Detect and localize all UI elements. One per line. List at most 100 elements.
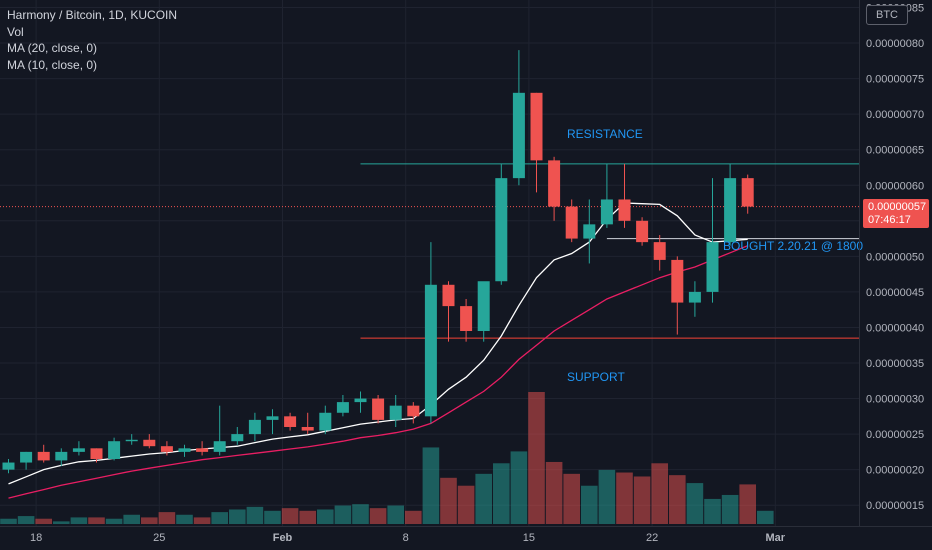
volume-bar xyxy=(264,510,281,524)
candle-body xyxy=(372,398,385,420)
candle-up xyxy=(688,281,701,317)
volume-bar xyxy=(299,510,316,524)
volume-bar xyxy=(633,476,651,524)
annotations: RESISTANCE SUPPORT BOUGHT 2.20.21 @ 1800 xyxy=(567,127,863,384)
candles xyxy=(2,50,754,474)
time-axis[interactable]: 18 25 Feb 8 15 22 Mar xyxy=(0,526,932,545)
candle-body xyxy=(512,92,525,179)
candle-up xyxy=(248,412,261,442)
candle-body xyxy=(72,448,85,452)
candle-body xyxy=(477,281,490,332)
candle-down xyxy=(407,402,420,424)
candle-body xyxy=(196,448,209,452)
volume-bar xyxy=(721,494,739,524)
candle-body xyxy=(2,462,15,470)
volume-bar xyxy=(229,509,246,524)
price-tick-label: 0.00000025 xyxy=(866,429,924,441)
candle-body xyxy=(618,199,631,221)
candle-body xyxy=(37,451,50,461)
price-tick-label: 0.00000075 xyxy=(866,74,924,86)
bar-countdown: 07:46:17 xyxy=(868,214,911,226)
ma20-line xyxy=(8,245,748,499)
price-tick-label: 0.00000015 xyxy=(866,500,924,512)
candle-down xyxy=(37,444,50,463)
volume-bar xyxy=(510,451,528,524)
volume-bar xyxy=(616,472,633,524)
candle-down xyxy=(460,299,473,342)
volume-bar xyxy=(317,509,334,524)
candle-up xyxy=(600,163,613,228)
candle-body xyxy=(284,416,297,427)
volume-bar xyxy=(651,463,668,524)
candle-down xyxy=(565,199,578,243)
volume-bar xyxy=(281,508,299,524)
volume-bar xyxy=(369,508,387,524)
candle-up xyxy=(20,451,33,470)
candle-body xyxy=(266,416,279,420)
candle-down xyxy=(160,441,173,456)
candle-body xyxy=(565,206,578,239)
price-tick-label: 0.00000040 xyxy=(866,322,924,334)
candle-body xyxy=(548,160,561,207)
last-price-value: 0.00000057 xyxy=(868,201,927,213)
volume-bar xyxy=(352,504,369,524)
volume-bar xyxy=(53,521,70,524)
volume-bar xyxy=(158,512,176,524)
candle-down xyxy=(618,163,631,228)
candle-down xyxy=(301,412,314,435)
candle-up xyxy=(319,405,332,435)
candle-up xyxy=(55,448,68,467)
candle-body xyxy=(671,259,684,303)
time-tick-label: 22 xyxy=(646,532,658,544)
bought-label: BOUGHT 2.20.21 @ 1800 xyxy=(723,239,863,253)
legend-vol[interactable]: Vol xyxy=(7,24,24,39)
price-tick-label: 0.00000080 xyxy=(866,38,924,50)
time-tick-label: 8 xyxy=(403,532,409,544)
candle-up xyxy=(706,178,719,303)
candle-body xyxy=(143,439,156,447)
candle-down xyxy=(653,235,666,271)
candle-body xyxy=(389,405,402,420)
time-tick-label: Feb xyxy=(273,532,293,544)
candle-body xyxy=(90,448,103,459)
symbol-title[interactable]: Harmony / Bitcoin, 1D, KUCOIN xyxy=(7,8,178,22)
chart-legend: Harmony / Bitcoin, 1D, KUCOIN Vol MA (20… xyxy=(7,7,177,73)
candle-up xyxy=(354,391,367,413)
candle-up xyxy=(2,458,15,474)
resistance-label: RESISTANCE xyxy=(567,127,643,141)
candle-body xyxy=(688,291,701,303)
candle-down xyxy=(636,217,649,246)
volume-bar xyxy=(176,514,193,524)
candle-body xyxy=(407,405,420,417)
candle-body xyxy=(424,284,437,417)
volume-bar xyxy=(545,461,563,524)
candle-down xyxy=(741,174,754,214)
volume-bar xyxy=(405,510,422,524)
candle-body xyxy=(301,426,314,431)
candle-up xyxy=(266,409,279,435)
volume-bar xyxy=(739,484,756,524)
candle-body xyxy=(213,441,226,452)
candle-body xyxy=(706,242,719,292)
volume-bar xyxy=(440,477,457,524)
candle-body xyxy=(319,412,332,431)
candle-up xyxy=(125,434,138,445)
legend-ma10[interactable]: MA (10, close, 0) xyxy=(7,57,98,72)
candle-down xyxy=(196,441,209,456)
candle-up xyxy=(178,444,191,457)
volume-bar xyxy=(581,485,598,524)
time-tick-label: Mar xyxy=(766,532,786,544)
legend-ma20[interactable]: MA (20, close, 0) xyxy=(7,41,98,55)
candle-body xyxy=(248,419,261,435)
price-tick-label: 0.00000030 xyxy=(866,394,924,406)
volume-bar xyxy=(493,463,510,524)
volume-bar xyxy=(563,473,580,524)
currency-button[interactable]: BTC xyxy=(866,5,908,25)
candle-up xyxy=(72,441,85,456)
price-tick-label: 0.00000045 xyxy=(866,287,924,299)
volume-bar xyxy=(211,512,228,524)
candle-body xyxy=(600,199,613,225)
candle-down xyxy=(671,256,684,335)
volume-bar xyxy=(704,498,721,524)
